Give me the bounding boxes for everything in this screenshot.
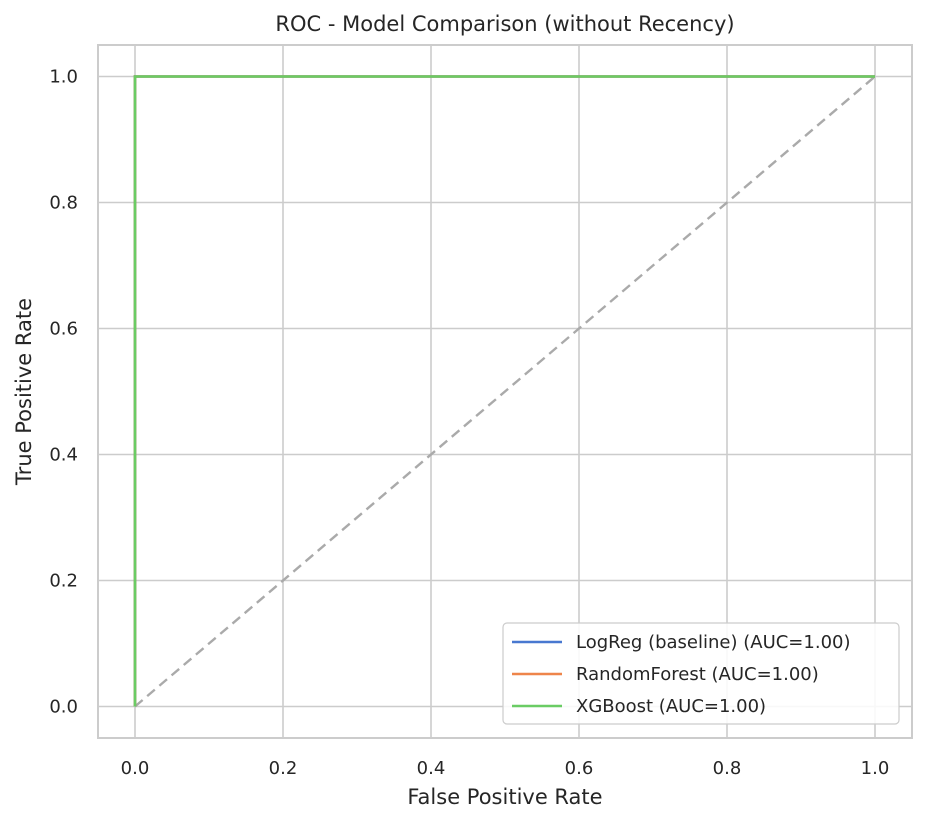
legend-label: LogReg (baseline) (AUC=1.00) xyxy=(576,632,851,653)
y-axis-ticks: 0.0 0.2 0.4 0.6 0.8 1.0 xyxy=(49,67,78,718)
chart-title: ROC - Model Comparison (without Recency) xyxy=(275,12,734,36)
legend: LogReg (baseline) (AUC=1.00) RandomForest… xyxy=(502,622,900,725)
plot-frame xyxy=(97,44,913,739)
reference-line-layer xyxy=(134,75,876,708)
series-layer xyxy=(133,75,875,707)
x-tick-label: 0.6 xyxy=(565,758,594,779)
x-tick-label: 0.0 xyxy=(121,758,150,779)
x-tick-label: 0.2 xyxy=(269,758,298,779)
y-tick-label: 0.8 xyxy=(49,193,78,214)
x-axis-label: False Positive Rate xyxy=(407,785,602,809)
legend-label: RandomForest (AUC=1.00) xyxy=(576,664,819,685)
y-tick-label: 0.6 xyxy=(49,319,78,340)
x-tick-label: 0.8 xyxy=(713,758,742,779)
y-axis-label: True Positive Rate xyxy=(12,298,36,486)
legend-box xyxy=(502,622,900,725)
y-tick-label: 0.0 xyxy=(49,697,78,718)
roc-curve-3 xyxy=(133,75,875,707)
y-tick-label: 0.2 xyxy=(49,571,78,592)
y-tick-label: 0.4 xyxy=(49,445,78,466)
x-tick-label: 1.0 xyxy=(861,758,890,779)
y-tick-label: 1.0 xyxy=(49,67,78,88)
legend-label: XGBoost (AUC=1.00) xyxy=(576,696,766,717)
chance-reference-line xyxy=(134,75,876,708)
x-axis-ticks: 0.0 0.2 0.4 0.6 0.8 1.0 xyxy=(121,758,890,779)
x-tick-label: 0.4 xyxy=(417,758,446,779)
